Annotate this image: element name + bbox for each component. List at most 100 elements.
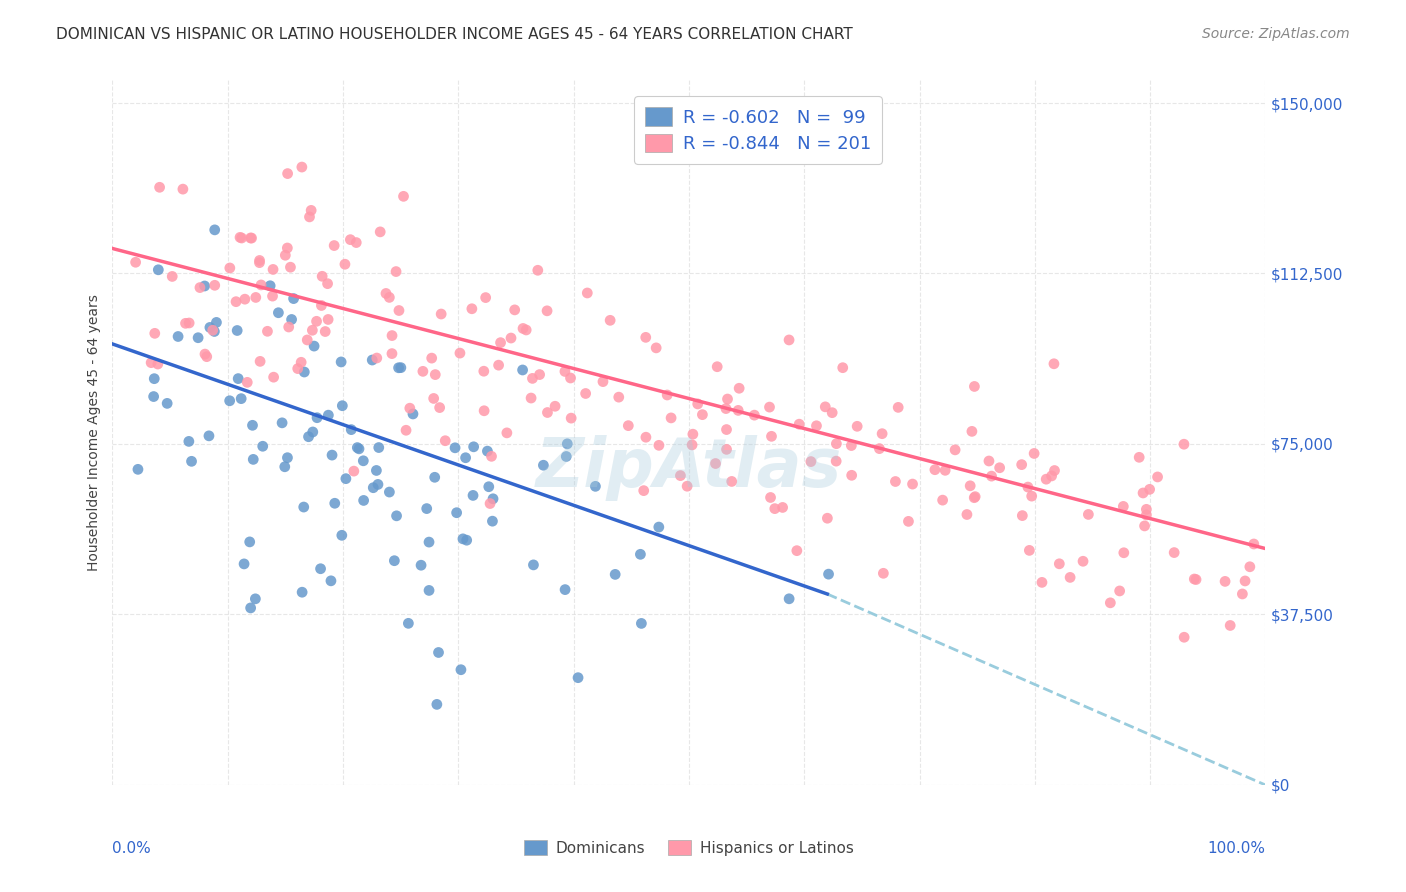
Hispanics or Latinos [633,483,655,498]
Hispanics or Latinos [1112,546,1135,560]
Hispanics or Latinos [249,253,271,268]
Hispanics or Latinos [503,302,526,317]
Dominicans [531,458,554,473]
Hispanics or Latinos [392,189,415,203]
Hispanics or Latinos [287,361,309,376]
Hispanics or Latinos [274,248,297,262]
Hispanics or Latinos [412,364,434,378]
Dominicans [347,442,370,456]
Hispanics or Latinos [716,442,738,457]
Dominicans [378,485,401,500]
Dominicans [555,437,578,451]
Dominicans [567,671,589,685]
Dominicans [778,591,800,606]
Hispanics or Latinos [1219,618,1241,632]
Legend: Dominicans, Hispanics or Latinos: Dominicans, Hispanics or Latinos [517,834,860,862]
Dominicans [522,558,544,572]
Hispanics or Latinos [841,438,863,452]
Dominicans [218,393,240,408]
Hispanics or Latinos [316,312,339,326]
Hispanics or Latinos [249,354,271,368]
Hispanics or Latinos [496,425,519,440]
Dominicans [276,450,298,465]
Hispanics or Latinos [461,301,484,316]
Text: Source: ZipAtlas.com: Source: ZipAtlas.com [1202,27,1350,41]
Hispanics or Latinos [333,257,356,271]
Hispanics or Latinos [1021,489,1043,503]
Hispanics or Latinos [236,376,259,390]
Dominicans [318,408,340,422]
Hispanics or Latinos [1071,554,1094,568]
Dominicans [127,462,149,476]
Hispanics or Latinos [592,375,614,389]
Hispanics or Latinos [870,426,893,441]
Hispanics or Latinos [339,233,361,247]
Dominicans [389,360,412,375]
Hispanics or Latinos [560,371,582,385]
Hispanics or Latinos [728,381,751,395]
Hispanics or Latinos [814,400,837,414]
Hispanics or Latinos [160,269,183,284]
Dominicans [204,223,226,237]
Dominicans [817,567,839,582]
Dominicans [628,547,651,561]
Dominicans [648,520,671,534]
Hispanics or Latinos [425,368,447,382]
Hispanics or Latinos [311,269,333,284]
Dominicans [382,554,405,568]
Hispanics or Latinos [381,328,404,343]
Dominicans [271,416,294,430]
Hispanics or Latinos [375,286,398,301]
Dominicans [450,663,472,677]
Dominicans [330,355,353,369]
Hispanics or Latinos [262,289,284,303]
Hispanics or Latinos [924,463,946,477]
Dominicans [461,488,484,502]
Hispanics or Latinos [963,491,986,505]
Dominicans [555,450,578,464]
Dominicans [330,528,353,542]
Hispanics or Latinos [146,357,169,371]
Hispanics or Latinos [1035,472,1057,486]
Hispanics or Latinos [229,230,252,244]
Hispanics or Latinos [686,397,709,411]
Hispanics or Latinos [276,241,298,255]
Hispanics or Latinos [544,399,567,413]
Hispanics or Latinos [512,321,534,335]
Dominicans [330,399,353,413]
Dominicans [187,331,209,345]
Dominicans [512,363,534,377]
Hispanics or Latinos [682,427,704,442]
Hispanics or Latinos [239,231,262,245]
Hispanics or Latinos [204,278,226,293]
Y-axis label: Householder Income Ages 45 - 64 years: Householder Income Ages 45 - 64 years [87,294,101,571]
Hispanics or Latinos [277,320,299,334]
Hispanics or Latinos [299,203,322,218]
Hispanics or Latinos [301,323,323,337]
Hispanics or Latinos [250,277,273,292]
Hispanics or Latinos [536,303,558,318]
Hispanics or Latinos [956,508,979,522]
Dominicans [456,533,478,548]
Text: 100.0%: 100.0% [1208,841,1265,856]
Hispanics or Latinos [499,331,522,345]
Hispanics or Latinos [149,180,172,194]
Dominicans [309,562,332,576]
Hispanics or Latinos [323,238,346,252]
Hispanics or Latinos [233,292,256,306]
Hispanics or Latinos [1018,543,1040,558]
Dominicans [242,452,264,467]
Hispanics or Latinos [716,423,738,437]
Hispanics or Latinos [648,438,671,452]
Hispanics or Latinos [980,469,1002,483]
Hispanics or Latinos [657,388,679,402]
Dominicans [418,535,440,549]
Hispanics or Latinos [515,323,537,337]
Hispanics or Latinos [298,210,321,224]
Dominicans [385,508,408,523]
Hispanics or Latinos [1011,508,1033,523]
Dominicans [321,448,343,462]
Hispanics or Latinos [634,330,657,344]
Dominicans [274,459,297,474]
Hispanics or Latinos [554,364,576,378]
